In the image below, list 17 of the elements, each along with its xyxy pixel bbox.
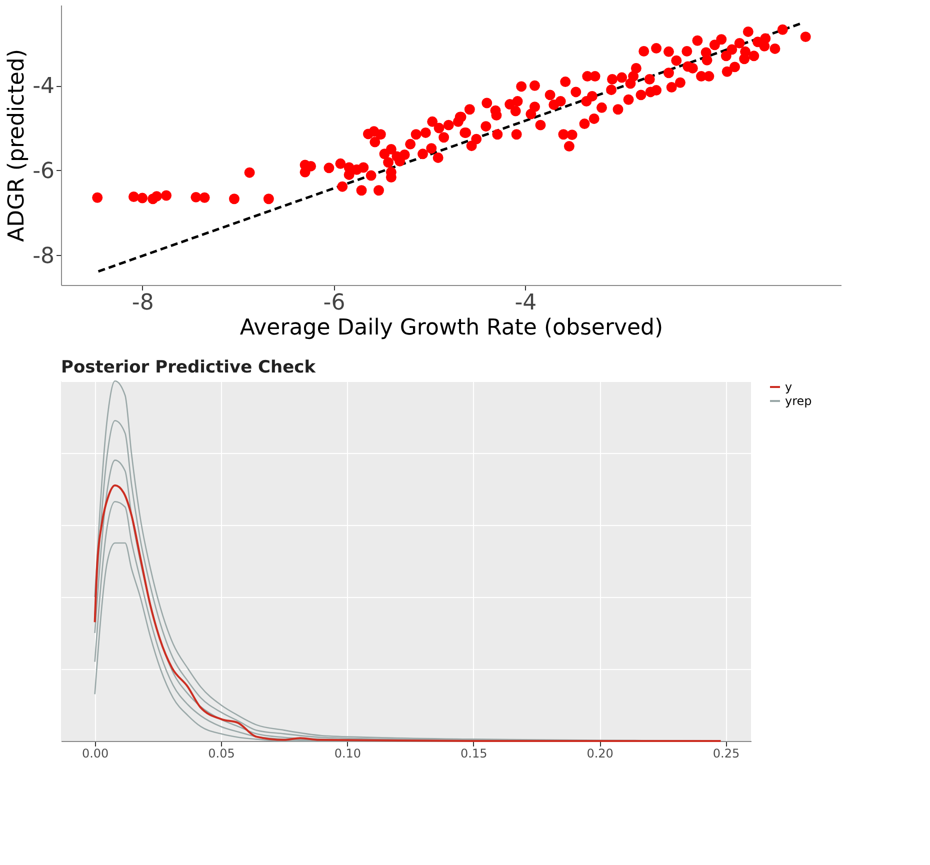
y-tick-label: -4 [32, 74, 54, 100]
x-tick-label: 0.10 [334, 746, 362, 760]
legend-label: yrep [785, 394, 812, 408]
x-tick-label: -8 [132, 290, 154, 316]
x-tick-label: 0.20 [586, 746, 614, 760]
x-tick-label: 0.00 [82, 746, 109, 760]
x-tick-label: 0.05 [208, 746, 235, 760]
x-tick-label: -6 [323, 290, 346, 316]
legend-label: y [785, 380, 792, 394]
y-axis-title: ADGR (predicted) [4, 49, 30, 242]
y-tick-label: -6 [32, 158, 54, 184]
x-tick-label: 0.15 [460, 746, 488, 760]
x-axis-title: Average Daily Growth Rate (observed) [240, 316, 664, 340]
y-tick-label: -8 [32, 244, 54, 269]
x-tick-label: 0.25 [712, 746, 740, 760]
x-tick-label: -4 [514, 290, 537, 316]
chart-title: Posterior Predictive Check [61, 357, 316, 378]
